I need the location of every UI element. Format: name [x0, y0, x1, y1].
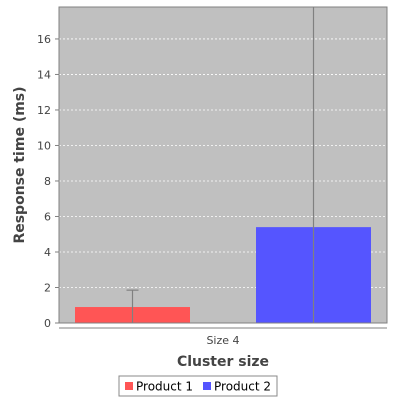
legend-swatch: [203, 382, 211, 390]
axes: [58, 7, 387, 329]
x-axis-ticks: Size 4: [206, 334, 239, 347]
legend-label: Product 1: [136, 380, 193, 394]
y-tick-label: 10: [37, 139, 51, 152]
y-tick-label: 8: [44, 175, 51, 188]
y-tick-label: 4: [44, 246, 51, 259]
y-tick-label: 16: [37, 33, 51, 46]
y-axis-ticks: 0 2 4 6 8 10 12 14 16: [37, 33, 59, 330]
x-axis-label: Cluster size: [177, 354, 269, 370]
legend-swatch: [125, 382, 133, 390]
y-tick-label: 14: [37, 68, 51, 81]
legend: Product 1 Product 2: [118, 375, 278, 397]
y-tick-label: 0: [44, 317, 51, 330]
y-tick-label: 6: [44, 210, 51, 223]
x-tick-label: Size 4: [206, 334, 239, 347]
y-tick-label: 2: [44, 281, 51, 294]
legend-label: Product 2: [214, 380, 271, 394]
error-bars: [126, 7, 315, 323]
y-axis-label: Response time (ms): [12, 86, 28, 243]
legend-box: [118, 375, 278, 397]
y-tick-label: 12: [37, 104, 51, 117]
